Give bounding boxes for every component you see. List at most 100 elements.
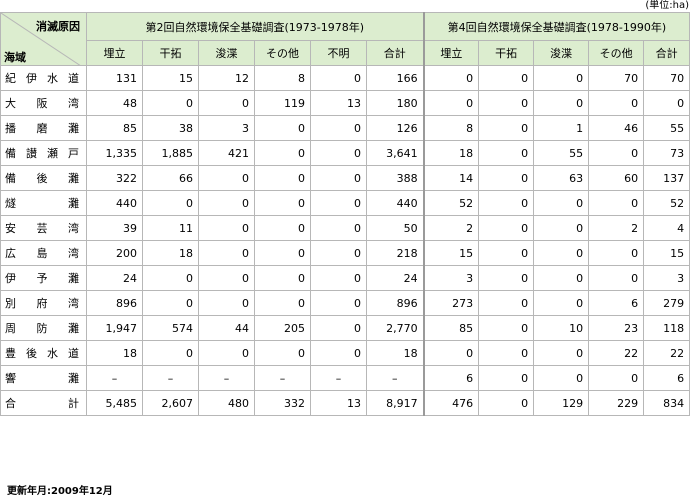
survey2-cell: – bbox=[86, 365, 143, 391]
survey2-cell: 5,485 bbox=[86, 390, 143, 416]
survey2-cell: 0 bbox=[254, 340, 311, 366]
region-name: 播磨灘 bbox=[0, 115, 87, 141]
survey4-cell: 0 bbox=[478, 165, 535, 191]
survey4-cell: 0 bbox=[478, 340, 535, 366]
survey2-title: 第2回自然環境保全基礎調査(1973-1978年) bbox=[85, 12, 425, 41]
survey4-cell: 22 bbox=[643, 340, 691, 366]
survey2-cell: 0 bbox=[310, 140, 367, 166]
survey4-cell: 0 bbox=[643, 90, 691, 116]
survey2-cell: 13 bbox=[310, 390, 367, 416]
survey4-cell: 0 bbox=[478, 65, 535, 91]
survey4-cell: 22 bbox=[588, 340, 645, 366]
survey2-cell: 12 bbox=[198, 65, 255, 91]
survey2-cell: 24 bbox=[365, 265, 425, 291]
survey4-cell: 0 bbox=[422, 65, 480, 91]
survey4-cell: 10 bbox=[533, 315, 590, 341]
region-name: 大阪湾 bbox=[0, 90, 87, 116]
survey2-cell: 0 bbox=[310, 265, 367, 291]
survey4-cell: 0 bbox=[533, 190, 590, 216]
survey4-cell: 23 bbox=[588, 315, 645, 341]
region-name: 合計 bbox=[0, 390, 87, 416]
survey2-cell: – bbox=[365, 365, 425, 391]
survey4-col-header: その他 bbox=[588, 40, 645, 66]
survey4-cell: 3 bbox=[643, 265, 691, 291]
survey2-col-header: 埋立 bbox=[86, 40, 143, 66]
survey2-cell: 50 bbox=[365, 215, 425, 241]
survey4-cell: 15 bbox=[422, 240, 480, 266]
survey4-col-header: 合計 bbox=[643, 40, 691, 66]
survey2-cell: 38 bbox=[142, 115, 199, 141]
survey2-cell: 66 bbox=[142, 165, 199, 191]
survey2-col-header: 不明 bbox=[310, 40, 367, 66]
survey2-cell: 18 bbox=[86, 340, 143, 366]
table-row: 広島湾 200 18 0 0 0 218 15 0 0 0 15 bbox=[0, 240, 691, 266]
survey4-cell: 0 bbox=[478, 265, 535, 291]
survey2-cell: 0 bbox=[198, 165, 255, 191]
survey4-col-header: 干拓 bbox=[478, 40, 535, 66]
survey2-cell: 0 bbox=[142, 265, 199, 291]
table-row: 別府湾 896 0 0 0 0 896 273 0 0 6 279 bbox=[0, 290, 691, 316]
survey4-cell: 70 bbox=[588, 65, 645, 91]
survey4-cell: 70 bbox=[643, 65, 691, 91]
survey2-cell: 131 bbox=[86, 65, 143, 91]
survey4-cell: 73 bbox=[643, 140, 691, 166]
survey2-cell: 0 bbox=[310, 65, 367, 91]
table-row: 播磨灘 85 38 3 0 0 126 8 0 1 46 55 bbox=[0, 115, 691, 141]
survey2-cell: 11 bbox=[142, 215, 199, 241]
survey2-cell: 119 bbox=[254, 90, 311, 116]
region-name: 周防灘 bbox=[0, 315, 87, 341]
survey2-cell: 0 bbox=[142, 290, 199, 316]
survey2-cell: 0 bbox=[254, 190, 311, 216]
survey2-cell: 0 bbox=[198, 240, 255, 266]
survey4-cell: 273 bbox=[422, 290, 480, 316]
survey4-col-header: 浚渫 bbox=[533, 40, 590, 66]
survey4-cell: 0 bbox=[478, 365, 535, 391]
survey4-cell: 15 bbox=[643, 240, 691, 266]
table-row: 燧灘 440 0 0 0 0 440 52 0 0 0 52 bbox=[0, 190, 691, 216]
survey2-cell: 0 bbox=[310, 215, 367, 241]
survey2-cell: 0 bbox=[310, 340, 367, 366]
survey2-cell: – bbox=[198, 365, 255, 391]
survey4-cell: 0 bbox=[588, 140, 645, 166]
survey2-cell: 0 bbox=[310, 165, 367, 191]
survey2-cell: 0 bbox=[142, 90, 199, 116]
survey4-cell: 0 bbox=[588, 265, 645, 291]
survey2-col-header: 合計 bbox=[365, 40, 425, 66]
corner-bottom-label: 海域 bbox=[4, 51, 26, 64]
survey4-cell: 52 bbox=[643, 190, 691, 216]
survey2-cell: 0 bbox=[198, 290, 255, 316]
region-name: 響灘 bbox=[0, 365, 87, 391]
survey4-cell: 2 bbox=[422, 215, 480, 241]
survey4-cell: 55 bbox=[533, 140, 590, 166]
survey4-cell: 229 bbox=[588, 390, 645, 416]
survey4-cell: 129 bbox=[533, 390, 590, 416]
survey2-cell: 8,917 bbox=[365, 390, 425, 416]
survey4-cell: 118 bbox=[643, 315, 691, 341]
survey4-cell: 137 bbox=[643, 165, 691, 191]
survey4-cell: 0 bbox=[478, 240, 535, 266]
survey2-cell: 0 bbox=[310, 290, 367, 316]
survey2-cell: – bbox=[310, 365, 367, 391]
survey2-cell: 421 bbox=[198, 140, 255, 166]
survey2-cell: 0 bbox=[254, 290, 311, 316]
survey2-cell: 0 bbox=[310, 190, 367, 216]
survey2-cell: 0 bbox=[254, 115, 311, 141]
table-row: 伊予灘 24 0 0 0 0 24 3 0 0 0 3 bbox=[0, 265, 691, 291]
corner-header: 消滅原因 海域 bbox=[0, 12, 87, 66]
survey4-cell: 0 bbox=[478, 90, 535, 116]
table-row: 響灘 – – – – – –6 0 0 0 6 bbox=[0, 365, 691, 391]
survey2-cell: 0 bbox=[310, 240, 367, 266]
survey2-cell: – bbox=[254, 365, 311, 391]
survey2-cell: 18 bbox=[142, 240, 199, 266]
survey4-cell: 6 bbox=[643, 365, 691, 391]
survey2-cell: 0 bbox=[198, 190, 255, 216]
survey4-cell: 0 bbox=[478, 115, 535, 141]
region-name: 安芸湾 bbox=[0, 215, 87, 241]
survey2-col-header: 干拓 bbox=[142, 40, 199, 66]
survey4-cell: 55 bbox=[643, 115, 691, 141]
survey2-cell: 896 bbox=[86, 290, 143, 316]
survey2-cell: 180 bbox=[365, 90, 425, 116]
total-row: 合計 5,485 2,607 480 332 13 8,917 476 0 129 229 834 bbox=[0, 390, 691, 416]
survey2-cell: 18 bbox=[365, 340, 425, 366]
survey2-cell: 896 bbox=[365, 290, 425, 316]
